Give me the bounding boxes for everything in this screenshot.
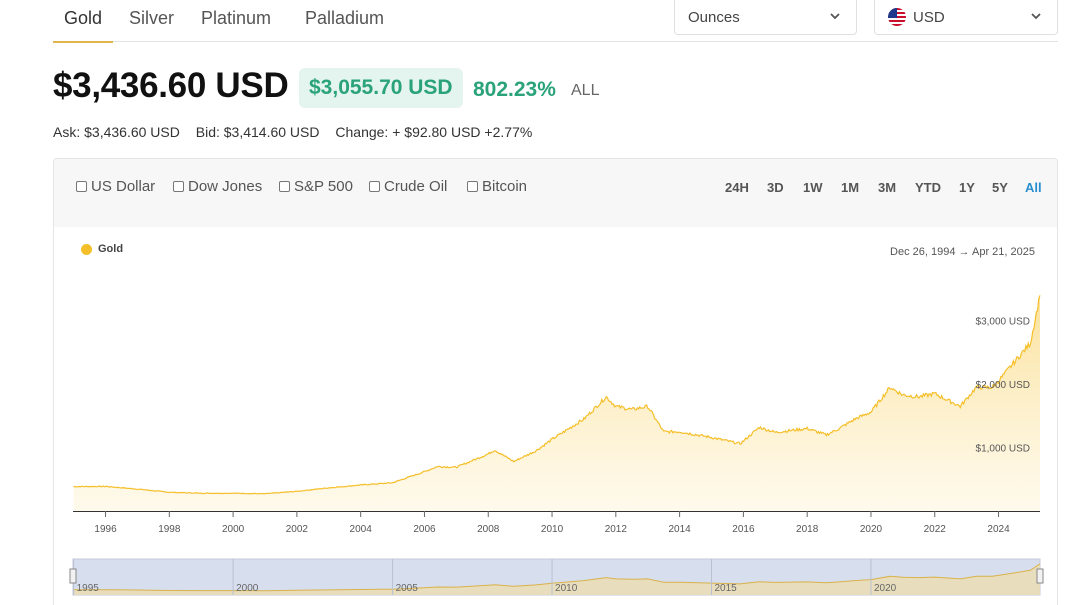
quote-row: Ask: $3,436.60 USD Bid: $3,414.60 USD Ch… xyxy=(53,124,544,140)
chevron-down-icon xyxy=(1031,13,1041,20)
checkbox[interactable] xyxy=(369,181,380,192)
gold-price-line xyxy=(73,295,1041,495)
legend-label-gold: Gold xyxy=(98,243,124,255)
tab-platinum[interactable]: Platinum xyxy=(201,8,272,28)
compare-sp500[interactable]: S&P 500 xyxy=(279,178,353,195)
navigator-label: 2000 xyxy=(236,583,259,594)
x-tick-label: 2012 xyxy=(605,524,628,535)
x-tick-label: 2008 xyxy=(477,524,500,535)
arrow-right-icon: → xyxy=(958,246,972,258)
range-navigator[interactable]: 1995 2000 2005 2010 2015 2020 xyxy=(69,558,1044,596)
navigator-line xyxy=(73,563,1041,592)
x-tick-label: 2020 xyxy=(860,524,883,535)
range-1m[interactable]: 1M xyxy=(841,180,860,195)
us-flag-icon xyxy=(888,8,906,26)
chart-legend[interactable]: Gold xyxy=(81,243,123,255)
navigator-label: 2005 xyxy=(396,583,419,594)
x-tick-label: 2014 xyxy=(668,524,691,535)
currency-select[interactable]: USD xyxy=(874,0,1058,35)
unit-select[interactable]: Ounces xyxy=(674,0,857,35)
range-1w[interactable]: 1W xyxy=(803,180,823,195)
compare-label: S&P 500 xyxy=(294,178,353,195)
range-ytd[interactable]: YTD xyxy=(915,180,941,195)
price-change-amount: $3,055.70 USD xyxy=(299,68,463,108)
gold-price-chart[interactable]: 1996 1998 2000 2002 2004 2006 2008 2010 2012 2014… xyxy=(54,159,1059,605)
range-1y[interactable]: 1Y xyxy=(959,180,975,195)
compare-label: Dow Jones xyxy=(188,178,263,195)
compare-us-dollar[interactable]: US Dollar xyxy=(76,178,155,195)
unit-select-value: Ounces xyxy=(688,8,740,26)
gold-area-fill xyxy=(73,295,1041,511)
x-tick-label: 2000 xyxy=(222,524,245,535)
range-5y[interactable]: 5Y xyxy=(992,180,1008,195)
compare-label: Bitcoin xyxy=(482,178,528,195)
compare-bitcoin[interactable]: Bitcoin xyxy=(467,178,527,195)
x-tick-label: 2022 xyxy=(924,524,947,535)
date-range-start: Dec 26, 1994 xyxy=(890,246,956,258)
checkbox[interactable] xyxy=(279,181,290,192)
y-tick-label: $2,000 USD xyxy=(976,380,1030,391)
x-tick-label: 2006 xyxy=(413,524,436,535)
chevron-down-icon xyxy=(830,13,840,20)
range-3d[interactable]: 3D xyxy=(767,180,784,195)
compare-dow-jones[interactable]: Dow Jones xyxy=(173,178,262,195)
compare-label: US Dollar xyxy=(91,178,156,195)
navigator-label: 2010 xyxy=(555,583,578,594)
navigator-right-handle[interactable] xyxy=(1036,568,1044,584)
navigator-label: 2015 xyxy=(715,583,738,594)
tab-palladium[interactable]: Palladium xyxy=(305,8,385,28)
change-period-label: ALL xyxy=(571,82,600,99)
range-24h[interactable]: 24H xyxy=(725,180,749,195)
y-tick-label: $1,000 USD xyxy=(976,444,1030,455)
metal-tabs: Gold Silver Platinum Palladium xyxy=(52,0,1058,43)
y-axis: $1,000 USD $2,000 USD $3,000 USD xyxy=(976,317,1030,455)
current-price: $3,436.60 USD xyxy=(53,66,289,105)
tab-gold[interactable]: Gold xyxy=(52,8,114,43)
tab-silver[interactable]: Silver xyxy=(129,8,175,28)
x-tick-label: 1996 xyxy=(94,524,117,535)
navigator-area xyxy=(73,563,1041,595)
range-all[interactable]: All xyxy=(1025,180,1042,195)
checkbox[interactable] xyxy=(76,181,87,192)
price-change-percent: 802.23% xyxy=(473,78,556,101)
checkbox[interactable] xyxy=(467,181,478,192)
x-axis: 1996 1998 2000 2002 2004 2006 2008 2010 2012 2014… xyxy=(73,511,1040,535)
chart-panel: US Dollar Dow Jones S&P 500 Crude Oil Bi… xyxy=(53,158,1058,605)
bid-price: Bid: $3,414.60 USD xyxy=(195,124,320,140)
navigator-label: 1995 xyxy=(77,583,100,594)
legend-dot xyxy=(81,243,92,255)
ask-price: Ask: $3,436.60 USD xyxy=(53,124,180,140)
x-tick-label: 2004 xyxy=(350,524,373,535)
navigator-label: 2020 xyxy=(874,583,897,594)
navigator-left-handle[interactable] xyxy=(69,568,77,584)
x-tick-label: 2010 xyxy=(541,524,564,535)
currency-select-value: USD xyxy=(913,8,945,26)
chart-date-range: Dec 26, 1994 → Apr 21, 2025 xyxy=(890,246,1035,258)
main-plot xyxy=(73,295,1041,511)
x-tick-label: 2018 xyxy=(796,524,819,535)
compare-crude-oil[interactable]: Crude Oil xyxy=(369,178,447,195)
x-tick-label: 1998 xyxy=(158,524,181,535)
y-tick-label: $3,000 USD xyxy=(976,317,1030,328)
x-tick-label: 2016 xyxy=(732,524,755,535)
date-range-end: Apr 21, 2025 xyxy=(972,246,1035,258)
x-tick-label: 2002 xyxy=(286,524,309,535)
range-3m[interactable]: 3M xyxy=(878,180,897,195)
compare-label: Crude Oil xyxy=(384,178,448,195)
daily-change: Change: + $92.80 USD +2.77% xyxy=(335,124,533,140)
chart-toolbar: US Dollar Dow Jones S&P 500 Crude Oil Bi… xyxy=(54,159,1057,227)
x-tick-label: 2024 xyxy=(987,524,1010,535)
checkbox[interactable] xyxy=(173,181,184,192)
